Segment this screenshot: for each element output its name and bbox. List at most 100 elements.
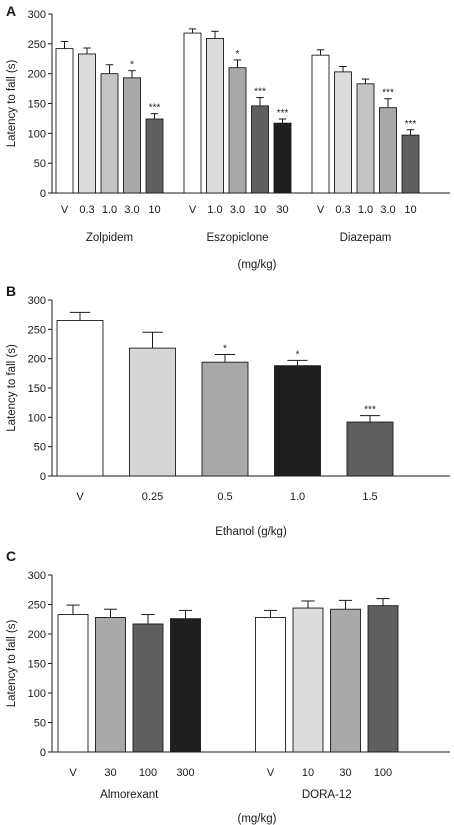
category-label: 1.0	[290, 491, 305, 503]
y-tick-label: 0	[40, 188, 46, 200]
bar	[129, 347, 176, 477]
y-tick-label: 100	[28, 412, 46, 424]
y-axis-label: Latency to fall (s)	[6, 60, 18, 148]
bar	[78, 53, 96, 194]
category-label: 1.0	[102, 204, 117, 216]
category-label: 3.0	[380, 204, 395, 216]
bar	[57, 614, 89, 753]
category-label: 10	[148, 204, 160, 216]
bar	[56, 320, 104, 477]
bar	[123, 77, 141, 194]
category-label: 10	[302, 767, 314, 779]
bar	[367, 605, 399, 753]
x-axis-label: (mg/kg)	[238, 813, 277, 825]
significance-label: ***	[277, 108, 289, 119]
category-label: 3.0	[230, 204, 245, 216]
category-label: 3.0	[124, 204, 139, 216]
y-tick-label: 50	[34, 158, 46, 170]
category-label: 0.3	[79, 204, 94, 216]
bar	[346, 421, 394, 477]
category-label: 1.0	[207, 204, 222, 216]
y-tick-label: 300	[28, 570, 46, 582]
y-tick-label: 250	[28, 324, 46, 336]
significance-label: ***	[254, 87, 266, 98]
significance-label: *	[296, 349, 300, 360]
significance-label: ***	[405, 119, 417, 130]
category-label: V	[69, 767, 77, 779]
panel-letter: C	[6, 548, 16, 564]
y-tick-label: 50	[34, 718, 46, 730]
panel-letter: B	[6, 283, 16, 299]
bar	[330, 608, 361, 753]
y-tick-label: 0	[40, 747, 46, 759]
y-tick-label: 150	[28, 383, 46, 395]
bar	[311, 54, 330, 194]
y-tick-label: 250	[28, 39, 46, 51]
group-label: Diazepam	[340, 232, 392, 244]
y-tick-label: 50	[34, 442, 46, 454]
bar	[183, 32, 202, 194]
category-label: V	[61, 204, 69, 216]
bar	[292, 607, 324, 753]
category-label: 30	[104, 767, 116, 779]
significance-label: *	[223, 344, 227, 355]
y-tick-label: 100	[28, 688, 46, 700]
significance-label: ***	[382, 88, 394, 99]
bar	[274, 365, 321, 477]
y-tick-label: 150	[28, 99, 46, 111]
category-label: V	[76, 491, 84, 503]
bar	[228, 67, 247, 194]
bar	[273, 122, 292, 194]
y-tick-label: 250	[28, 600, 46, 612]
group-label: Zolpidem	[86, 232, 133, 244]
x-axis-label: (mg/kg)	[238, 259, 277, 271]
bar	[55, 48, 74, 194]
bar	[100, 73, 119, 194]
significance-label: ***	[149, 103, 161, 114]
bar	[132, 623, 164, 753]
category-label: 10	[254, 204, 266, 216]
bar	[206, 38, 224, 194]
category-label: 30	[276, 204, 288, 216]
significance-label: ***	[364, 405, 376, 416]
category-label: 0.25	[142, 491, 163, 503]
group-label: Almorexant	[100, 789, 159, 801]
y-tick-label: 200	[28, 354, 46, 366]
y-axis-label: Latency to fall (s)	[6, 620, 18, 708]
category-label: V	[317, 204, 325, 216]
bar	[170, 618, 201, 753]
bar	[145, 118, 164, 194]
bar	[356, 83, 375, 194]
category-label: 1.0	[358, 204, 373, 216]
bar	[201, 361, 249, 477]
y-tick-label: 300	[28, 9, 46, 21]
panel-c: C 0 50 100 150 200 250 300 Latency to fall (s) V 3…	[6, 548, 450, 825]
panel-b: B 0 50 100 150 200 250 300 Latency to fall (s) V 0…	[6, 283, 450, 538]
bar	[379, 107, 397, 194]
category-label: 300	[176, 767, 194, 779]
bar	[401, 134, 420, 194]
y-tick-label: 300	[28, 295, 46, 307]
category-label: 0.5	[217, 491, 232, 503]
significance-label: *	[236, 49, 240, 60]
y-tick-label: 200	[28, 69, 46, 81]
category-label: 10	[404, 204, 416, 216]
bar	[251, 105, 269, 194]
category-label: 100	[139, 767, 157, 779]
y-tick-label: 0	[40, 471, 46, 483]
bar	[95, 617, 126, 753]
y-tick-label: 100	[28, 128, 46, 140]
bar	[334, 71, 352, 194]
group-label: Eszopiclone	[206, 232, 268, 244]
x-axis-label: Ethanol (g/kg)	[215, 526, 287, 538]
category-label: V	[189, 204, 197, 216]
significance-label: *	[130, 60, 134, 71]
y-axis-label: Latency to fall (s)	[6, 344, 18, 432]
category-label: V	[267, 767, 275, 779]
category-label: 1.5	[362, 491, 377, 503]
bar	[255, 617, 286, 753]
category-label: 30	[339, 767, 351, 779]
y-tick-label: 150	[28, 659, 46, 671]
